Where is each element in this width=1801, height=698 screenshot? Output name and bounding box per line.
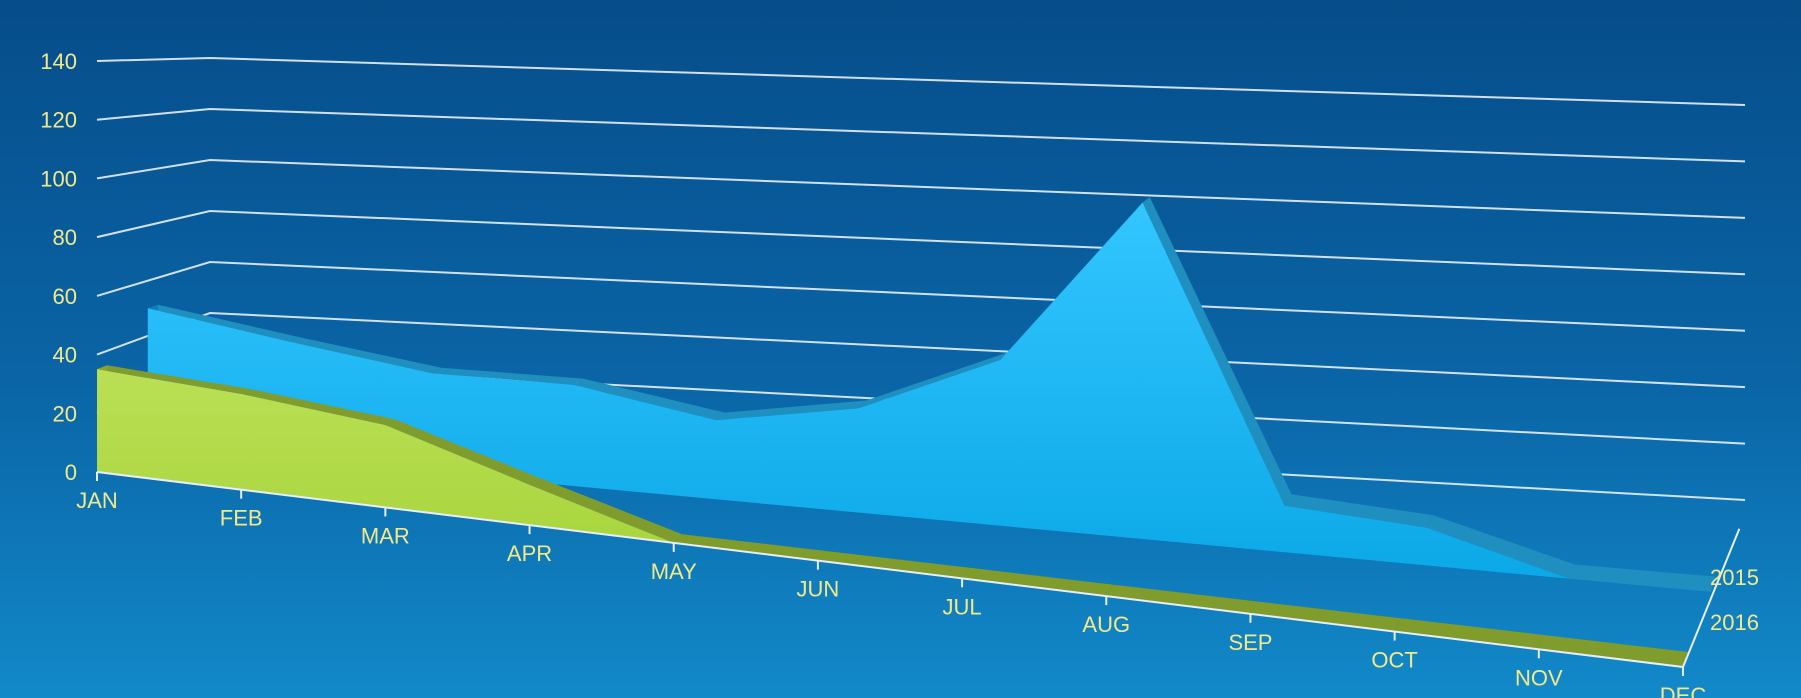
x-tick-label: NOV [1515,665,1563,690]
series-2016-top-OCT [1394,618,1545,650]
gridline-120 [96,107,1746,163]
series-2015-top-APR [574,378,725,421]
series-2015-top-OCT [1426,515,1575,579]
gridline-60 [96,260,1746,332]
series-2016-top-JAN [97,365,251,394]
x-tick-label: AUG [1082,612,1130,637]
x-axis-line [96,471,1684,668]
x-tick-label: SEP [1228,630,1272,655]
series-2016-top-SEP [1250,601,1402,632]
series-2016 [97,365,1689,667]
x-tick-label: JUN [797,577,840,602]
y-tick-label: 140 [40,49,77,74]
depth-axis-label: 2016 [1710,610,1759,635]
y-tick-label: 80 [53,225,77,250]
gridline-140 [96,56,1746,106]
x-tick-label: JUL [943,594,982,619]
series-back-group [147,197,1717,592]
series-2016-face [97,369,1683,667]
depth-axis-line [1682,528,1741,668]
x-tick-label: OCT [1371,648,1417,673]
series-2015-top-MAY [716,400,867,421]
y-tick-label: 120 [40,108,77,133]
series-2015-top-JUN [858,352,1009,409]
depth-axis: 2015 2016 [1682,528,1759,668]
gridline-100 [96,158,1746,219]
series-2016-top-JUL [962,567,1114,597]
series-2015-top-JAN [147,304,300,342]
y-tick-label: 60 [53,284,77,309]
y-tick-label: 0 [65,460,77,485]
series-2015-top-FEB [289,337,442,374]
series-2015-top-NOV [1568,564,1717,592]
series-2016-top-APR [529,477,683,543]
y-axis-ticks: 0 20 40 60 80 100 120 140 [40,49,77,485]
series-2015-top-SEP [1284,494,1434,528]
series-2015-top-AUG [1142,197,1292,506]
x-tick-label: APR [507,541,552,566]
series-front-group [97,365,1689,667]
depth-axis-label: 2015 [1710,565,1759,590]
series-2016-top-JUN [817,551,970,579]
series-2016-top-AUG [1106,584,1258,614]
gridline-40 [96,311,1746,389]
x-tick-label: DEC [1660,683,1707,698]
series-2016-top-MAY [673,534,826,561]
y-tick-label: 40 [53,343,77,368]
x-tick-label: MAY [651,559,697,584]
x-axis: JAN FEB MAR APR MAY JUN JUL AUG SEP OCT NOV DEC [76,471,1707,698]
series-2016-top-FEB [241,389,395,426]
x-tick-label: FEB [220,506,263,531]
y-tick-label: 100 [40,166,77,191]
series-2015 [147,197,1717,592]
x-tick-label: JAN [76,488,118,513]
series-2015-face [147,202,1711,592]
series-2016-top-NOV [1538,635,1689,667]
series-2016-top-MAR [385,419,539,485]
gridline-80 [96,209,1746,276]
x-tick-label: MAR [361,523,410,548]
series-2015-top-MAR [432,367,584,385]
y-tick-label: 20 [53,401,77,426]
